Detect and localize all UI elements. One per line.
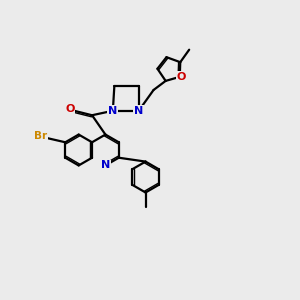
Text: N: N <box>101 160 110 170</box>
Text: O: O <box>65 104 74 114</box>
Text: N: N <box>108 106 118 116</box>
Text: O: O <box>176 72 186 82</box>
Text: N: N <box>134 106 143 116</box>
Text: Br: Br <box>34 131 47 141</box>
